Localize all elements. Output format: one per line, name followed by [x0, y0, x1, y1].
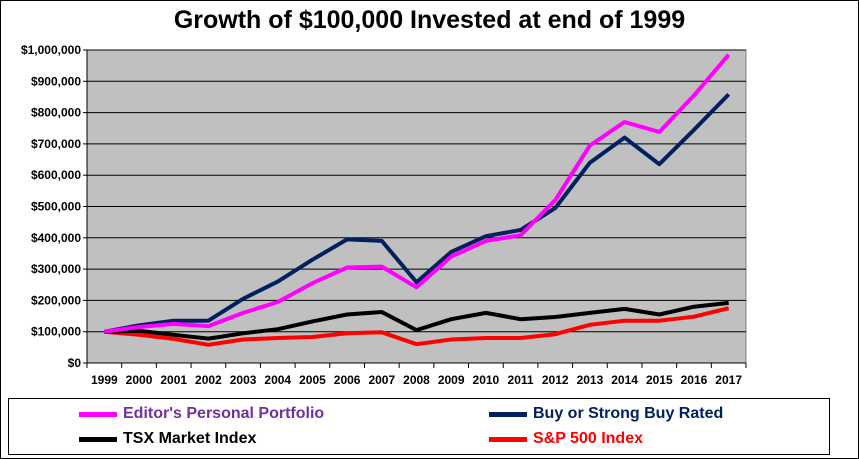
- x-tick-label: 2016: [681, 373, 708, 387]
- legend-item-editors-portfolio: Editor's Personal Portfolio: [79, 405, 324, 423]
- x-tick-label: 2011: [508, 373, 534, 387]
- legend-item-buy-rated: Buy or Strong Buy Rated: [489, 405, 723, 423]
- y-tick-label: $900,000: [31, 74, 81, 88]
- x-tick-label: 2015: [646, 373, 673, 387]
- x-tick-label: 2013: [577, 373, 604, 387]
- series-line-1: [103, 92, 731, 334]
- y-tick-label: $300,000: [31, 262, 81, 276]
- y-tick-label: $1,000,000: [21, 43, 81, 57]
- series-lines: [103, 53, 731, 347]
- x-tick-label: 2006: [334, 373, 361, 387]
- series-line-2: [104, 300, 729, 341]
- legend-swatch: [79, 411, 117, 417]
- legend-label: S&P 500 Index: [533, 430, 643, 447]
- y-tick-label: $200,000: [31, 293, 81, 307]
- y-tick-label: $400,000: [31, 231, 81, 245]
- x-tick-label: 2004: [264, 373, 291, 387]
- x-tick-label: 2000: [126, 373, 153, 387]
- legend-swatch: [489, 436, 527, 442]
- line-chart: $0 $100,000 $200,000 $300,000 $400,000 $500,0…: [21, 43, 747, 387]
- legend: Editor's Personal Portfolio Buy or Stron…: [8, 398, 830, 455]
- legend-label: Editor's Personal Portfolio: [123, 405, 325, 422]
- x-tick-label: 2001: [160, 373, 187, 387]
- x-tick-label: 2007: [368, 373, 395, 387]
- y-tick-label: $100,000: [31, 325, 81, 339]
- legend-item-tsx: TSX Market Index: [79, 430, 256, 448]
- y-tick-label: $700,000: [31, 137, 81, 151]
- x-tick-label: 1999: [91, 373, 118, 387]
- x-tick-label: 2009: [438, 373, 465, 387]
- legend-item-sp500: S&P 500 Index: [489, 430, 643, 448]
- series-line-0: [104, 53, 731, 334]
- x-tick-label: 2003: [230, 373, 257, 387]
- chart-title: Growth of $100,000 Invested at end of 19…: [173, 6, 686, 34]
- x-axis: 1999 2000 2001 2002 2003 2004 2005 2006 2007 2008…: [86, 362, 747, 387]
- x-tick-label: 2002: [195, 373, 222, 387]
- x-tick-label: 2008: [403, 373, 430, 387]
- y-tick-label: $600,000: [31, 168, 81, 182]
- x-tick-label: 2014: [611, 373, 638, 387]
- legend-swatch: [489, 411, 527, 417]
- y-axis: $0 $100,000 $200,000 $300,000 $400,000 $500,0…: [21, 43, 88, 370]
- legend-label: TSX Market Index: [123, 430, 257, 447]
- series-line-3: [104, 306, 730, 347]
- x-tick-label: 2010: [473, 373, 500, 387]
- y-tick-label: $500,000: [31, 200, 81, 214]
- x-tick-label: 2005: [299, 373, 326, 387]
- y-tick-label: $800,000: [31, 106, 81, 120]
- legend-label: Buy or Strong Buy Rated: [533, 405, 724, 422]
- legend-swatch: [79, 436, 117, 442]
- x-tick-label: 2012: [542, 373, 569, 387]
- y-tick-label: $0: [68, 356, 82, 370]
- x-tick-label: 2017: [715, 373, 742, 387]
